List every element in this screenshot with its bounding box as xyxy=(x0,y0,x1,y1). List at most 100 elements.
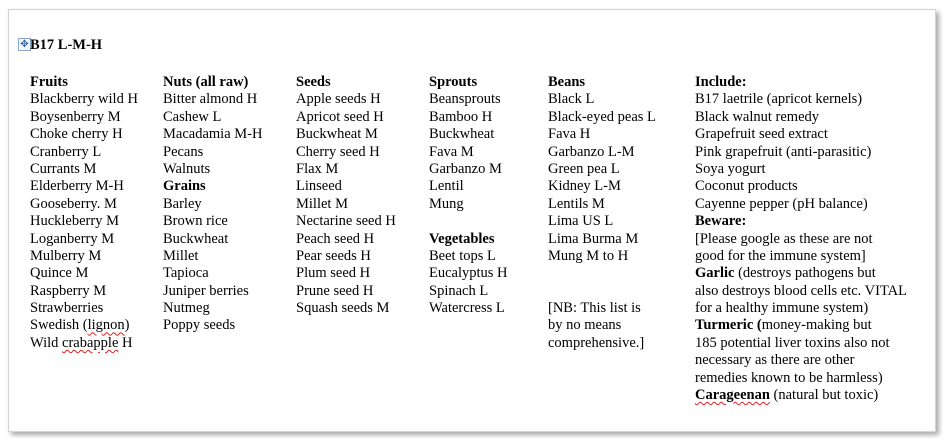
list-item: Grapefruit seed extract xyxy=(695,126,907,143)
text: Tapioca xyxy=(163,265,209,282)
text: remedies known to be harmless) xyxy=(695,369,883,386)
text: Buckwheat xyxy=(429,126,495,143)
list-item: Squash seeds M xyxy=(296,300,396,317)
list-item: Mung xyxy=(429,196,508,213)
text: Linseed xyxy=(296,178,342,195)
section-heading: Seeds xyxy=(296,74,396,91)
list-item: Coconut products xyxy=(695,178,907,195)
list-item: Buckwheat M xyxy=(296,126,396,143)
text: Black L xyxy=(548,91,595,108)
list-item: by no means xyxy=(548,317,656,334)
list-item: Spinach L xyxy=(429,283,508,300)
text: Black walnut remedy xyxy=(695,108,820,125)
document-title: B17 L-M-H xyxy=(30,37,103,53)
text: Squash seeds M xyxy=(296,300,390,317)
list-item: Currants M xyxy=(30,161,138,178)
bold-text: Sprouts xyxy=(429,74,478,90)
section-heading: Beware: xyxy=(695,213,907,230)
list-item: Pear seeds H xyxy=(296,248,396,265)
list-item xyxy=(548,265,656,282)
list-item: Linseed xyxy=(296,178,396,195)
text: Plum seed H xyxy=(296,265,371,282)
list-item: Tapioca xyxy=(163,265,262,282)
list-item: Millet M xyxy=(296,196,396,213)
text: Loganberry M xyxy=(30,230,115,247)
text: (natural but toxic) xyxy=(769,387,879,404)
text: Swedish ( xyxy=(30,317,88,334)
list-item: [NB: This list is xyxy=(548,300,656,317)
list-item: [Please google as these are not xyxy=(695,231,907,248)
list-item: Pecans xyxy=(163,144,262,161)
list-item: Elderberry M-H xyxy=(30,178,138,195)
list-item: Flax M xyxy=(296,161,396,178)
list-item: Fava H xyxy=(548,126,656,143)
text: Grapefruit seed extract xyxy=(695,126,828,143)
text: Spinach L xyxy=(429,282,489,299)
text: Barley xyxy=(163,195,202,212)
text: Lima US L xyxy=(548,213,614,230)
text: Garbanzo M xyxy=(429,160,502,177)
list-item: also destroys blood cells etc. VITAL xyxy=(695,283,907,300)
list-item: Beansprouts xyxy=(429,91,508,108)
section-heading: Vegetables xyxy=(429,231,508,248)
text: Boysenberry M xyxy=(30,108,121,125)
list-item: Blackberry wild H xyxy=(30,91,138,108)
list-item: Peach seed H xyxy=(296,231,396,248)
text: Lentil xyxy=(429,178,464,195)
text: Soya yogurt xyxy=(695,160,766,177)
list-item: Barley xyxy=(163,196,262,213)
bold-text: Beware: xyxy=(695,213,747,230)
text: Peach seed H xyxy=(296,230,375,247)
text: Mung M to H xyxy=(548,247,629,264)
list-item: Black-eyed peas L xyxy=(548,109,656,126)
text: Cayenne pepper (pH balance) xyxy=(695,195,868,212)
bold-text: Grains xyxy=(163,178,206,195)
section-heading: Nuts (all raw) xyxy=(163,74,262,91)
bold-text: Beans xyxy=(548,74,586,90)
text: necessary as there are other xyxy=(695,352,855,369)
list-item: Nectarine seed H xyxy=(296,213,396,230)
list-item: Kidney L-M xyxy=(548,178,656,195)
list-item: Buckwheat xyxy=(163,231,262,248)
section-heading: Fruits xyxy=(30,74,138,91)
text: Lentils M xyxy=(548,195,605,212)
text: Gooseberry. M xyxy=(30,195,117,212)
list-item: Bitter almond H xyxy=(163,91,262,108)
list-item: Eucalyptus H xyxy=(429,265,508,282)
text: money-making but xyxy=(761,317,872,334)
text: Strawberries xyxy=(30,300,104,317)
list-item: Strawberries xyxy=(30,300,138,317)
list-item: Green pea L xyxy=(548,161,656,178)
list-item: Boysenberry M xyxy=(30,109,138,126)
text: Apricot seed H xyxy=(296,108,384,125)
text: for a healthy immune system) xyxy=(695,300,869,317)
text: Flax M xyxy=(296,160,339,177)
list-item: Cranberry L xyxy=(30,144,138,161)
list-item: Cashew L xyxy=(163,109,262,126)
text: Mung xyxy=(429,195,464,212)
list-item: Carageenan (natural but toxic) xyxy=(695,387,907,404)
text: also destroys blood cells etc. VITAL xyxy=(695,282,907,299)
list-item: Gooseberry. M xyxy=(30,196,138,213)
bold-text: Seeds xyxy=(296,74,331,90)
list-item: Garbanzo L-M xyxy=(548,144,656,161)
list-item: Prune seed H xyxy=(296,283,396,300)
text: Cranberry L xyxy=(30,143,102,160)
text: Elderberry M-H xyxy=(30,178,124,195)
text: Nectarine seed H xyxy=(296,213,396,230)
text: Pecans xyxy=(163,143,204,160)
column-beans: Beans Black L Black-eyed peas L Fava H Garba… xyxy=(548,74,656,352)
list-item: Walnuts xyxy=(163,161,262,178)
bold-text: Fruits xyxy=(30,74,68,90)
document-page: ✥ xyxy=(8,9,936,432)
text: Bitter almond H xyxy=(163,91,258,108)
table-move-handle-icon[interactable]: ✥ xyxy=(18,38,31,51)
list-item: Soya yogurt xyxy=(695,161,907,178)
text: H xyxy=(118,334,133,351)
text: Buckwheat xyxy=(163,230,229,247)
text: Brown rice xyxy=(163,213,228,230)
text: Currants M xyxy=(30,160,97,177)
text: Poppy seeds xyxy=(163,317,236,334)
text: Choke cherry H xyxy=(30,126,123,143)
text: Wild xyxy=(30,334,63,351)
